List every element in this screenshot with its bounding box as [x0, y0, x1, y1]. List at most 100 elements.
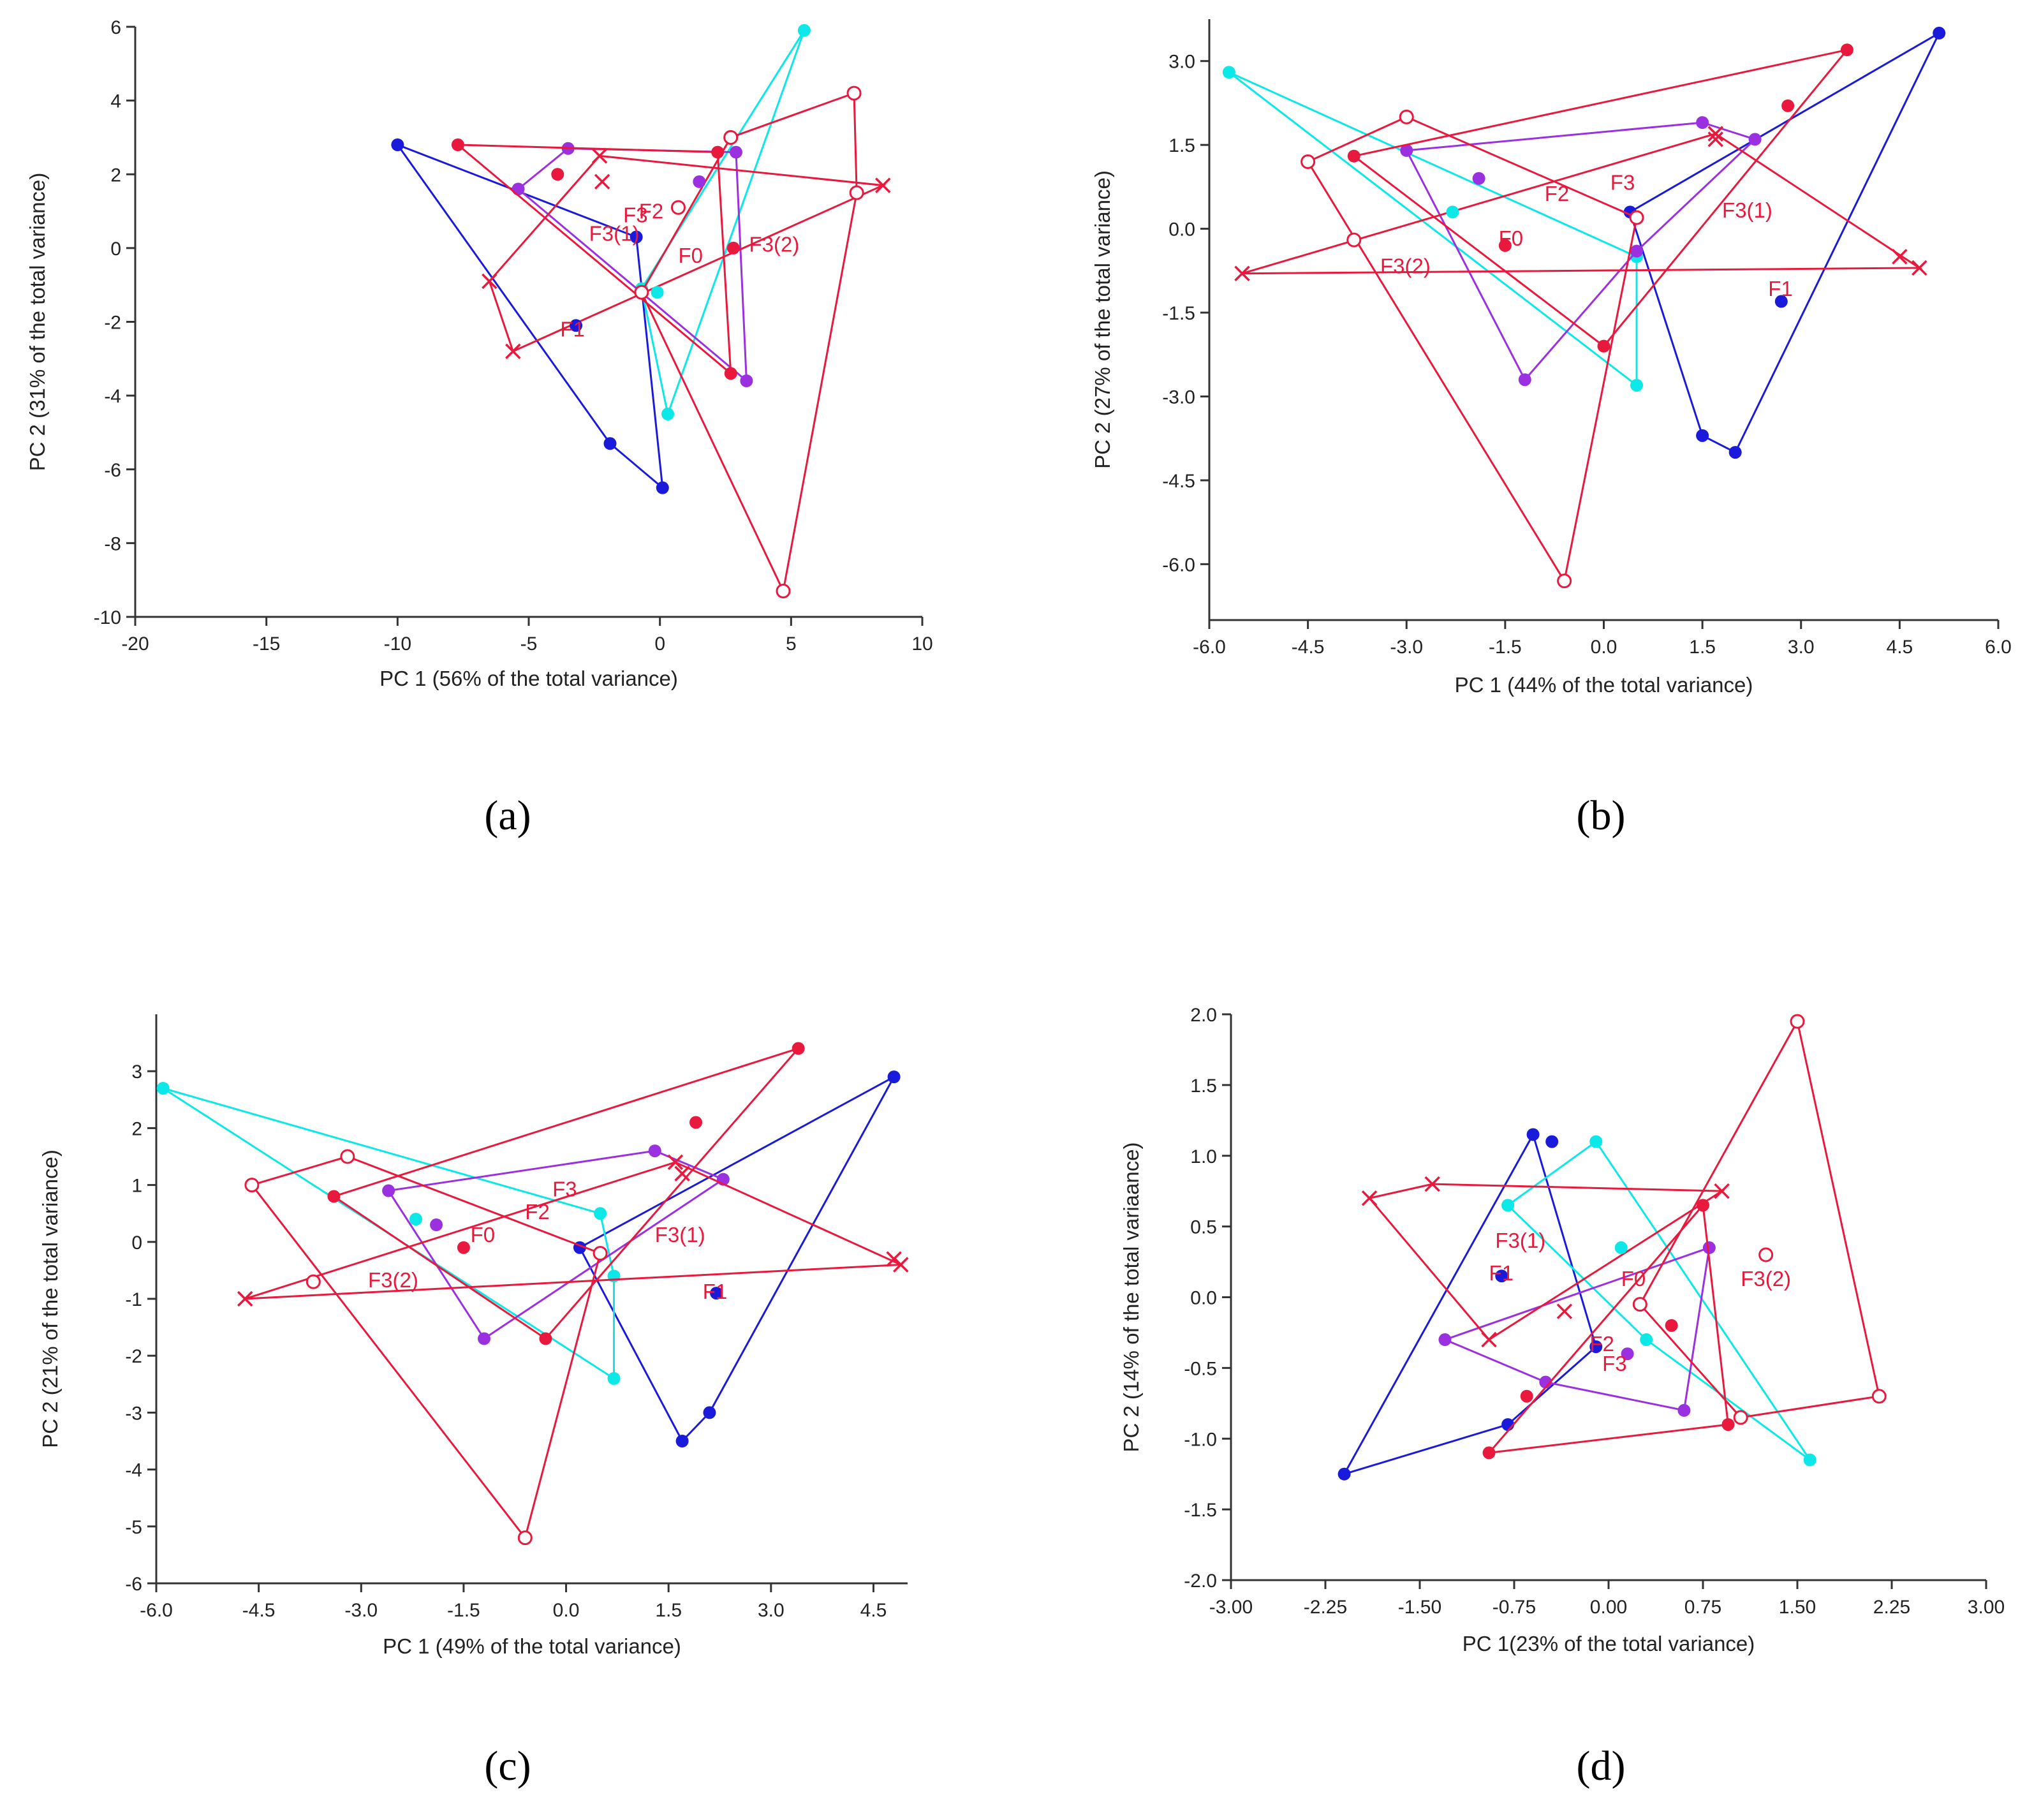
- point-f2: [797, 24, 811, 37]
- point-f1: [887, 1070, 901, 1084]
- point-f0: [327, 1190, 341, 1203]
- series-line-f2: [640, 29, 806, 418]
- point-f3: [1621, 1347, 1634, 1361]
- point-f31: [1361, 1190, 1378, 1206]
- y-tick-label: 2.0: [1190, 1005, 1217, 1026]
- y-tick-label: -6: [104, 460, 121, 481]
- x-tick-label: 1.50: [1779, 1597, 1816, 1618]
- point-f3: [1630, 244, 1644, 258]
- subfigure-label: (a): [484, 792, 531, 839]
- y-tick-label: 0.0: [1168, 219, 1195, 240]
- point-f1: [1589, 1340, 1603, 1354]
- point-f31: [1424, 1176, 1440, 1192]
- point-f32: [1790, 1014, 1805, 1029]
- x-tick-label: -3.0: [344, 1600, 378, 1621]
- x-tick-label: 0.75: [1684, 1597, 1721, 1618]
- series-line-f31: [1242, 133, 1923, 275]
- point-f3: [1677, 1403, 1691, 1417]
- point-f2: [607, 1372, 621, 1385]
- chart-panel-2: -6.0 -4.5 -3.0 -1.5 0.0 1.5 3.0 4.5 6.0 -6.0 -4.5 -…: [1091, 19, 2012, 839]
- series-line-f3: [1405, 121, 1757, 381]
- group-label: F0: [1621, 1267, 1646, 1291]
- y-tick-label: -4.5: [1162, 471, 1195, 492]
- x-tick-label: -20: [121, 633, 149, 655]
- x-tick-label: -2.25: [1304, 1597, 1347, 1618]
- point-f3: [693, 175, 706, 188]
- y-tick-label: -5: [125, 1517, 142, 1538]
- x-tick-label: -1.5: [1489, 637, 1522, 658]
- y-tick-label: -2.0: [1184, 1571, 1217, 1592]
- point-f2: [1501, 1199, 1515, 1212]
- point-f32: [634, 285, 649, 300]
- point-f3: [1696, 116, 1709, 129]
- y-tick-label: -6.0: [1162, 554, 1195, 575]
- point-f1: [391, 138, 404, 151]
- series-line-f0: [1488, 1202, 1730, 1454]
- group-label: F3(1): [655, 1223, 705, 1247]
- x-tick-label: 1.5: [1689, 637, 1716, 658]
- point-f32: [776, 584, 791, 599]
- series-line-f0: [1353, 48, 1850, 348]
- y-tick-label: -1.0: [1184, 1429, 1217, 1450]
- group-label: F3(2): [749, 233, 800, 256]
- point-f3: [478, 1332, 491, 1345]
- point-f3: [1702, 1241, 1716, 1254]
- series-line-f1: [397, 144, 664, 491]
- point-f0: [689, 1116, 703, 1129]
- x-tick-label: -4.5: [1292, 637, 1325, 658]
- point-f32: [244, 1178, 260, 1193]
- point-f32: [1871, 1389, 1887, 1404]
- point-f0: [1482, 1446, 1496, 1460]
- point-f1: [675, 1435, 689, 1447]
- point-f0: [1721, 1418, 1735, 1432]
- x-tick-label: -1.50: [1398, 1597, 1441, 1618]
- point-f3: [740, 374, 753, 387]
- point-f32: [1629, 210, 1644, 225]
- point-f3: [1472, 172, 1485, 185]
- point-f3: [382, 1184, 395, 1197]
- group-label: F2: [1545, 182, 1570, 205]
- point-f3: [1438, 1333, 1452, 1347]
- point-f31: [1714, 1183, 1730, 1199]
- point-f3: [729, 145, 742, 159]
- point-f2: [594, 1207, 607, 1220]
- x-tick-label: 4.5: [1887, 637, 1913, 658]
- x-tick-label: -3.0: [1390, 637, 1423, 658]
- point-f1: [1337, 1467, 1351, 1481]
- point-f32: [1632, 1297, 1647, 1312]
- x-tick-label: -3.00: [1209, 1597, 1253, 1618]
- group-label: F1: [1768, 277, 1793, 300]
- group-label: F1: [560, 318, 585, 341]
- group-label: F3(1): [1722, 198, 1772, 222]
- series-line-f3: [517, 147, 748, 383]
- x-axis-title: PC 1 (44% of the total variance): [1455, 673, 1753, 697]
- point-f31: [591, 148, 608, 164]
- y-tick-label: 0.0: [1190, 1288, 1217, 1309]
- y-axis-title: PC 2 (14% of the total variaance): [1119, 1142, 1143, 1452]
- point-f32: [670, 200, 686, 215]
- x-tick-label: 1.5: [655, 1600, 682, 1621]
- point-f32: [846, 85, 862, 101]
- point-f1: [1545, 1135, 1559, 1148]
- point-f3: [512, 182, 525, 196]
- point-f0: [1597, 339, 1610, 353]
- x-tick-label: 3.0: [1788, 637, 1815, 658]
- x-tick-label: 5: [786, 633, 797, 655]
- y-tick-label: 0.5: [1190, 1217, 1217, 1238]
- point-f31: [594, 174, 610, 190]
- group-label: F3(2): [1741, 1267, 1791, 1291]
- point-f0: [724, 367, 737, 380]
- point-f0: [1347, 149, 1360, 163]
- x-tick-label: 0.00: [1590, 1597, 1627, 1618]
- series-line-f0: [333, 1046, 802, 1340]
- y-tick-label: -0.5: [1184, 1358, 1217, 1379]
- y-tick-label: 2: [131, 1118, 142, 1139]
- x-tick-label: -4.5: [242, 1600, 276, 1621]
- y-tick-label: -6: [125, 1574, 142, 1595]
- point-f0: [551, 168, 564, 181]
- point-f3: [648, 1144, 661, 1158]
- point-f31: [875, 177, 891, 193]
- point-f2: [1614, 1241, 1628, 1254]
